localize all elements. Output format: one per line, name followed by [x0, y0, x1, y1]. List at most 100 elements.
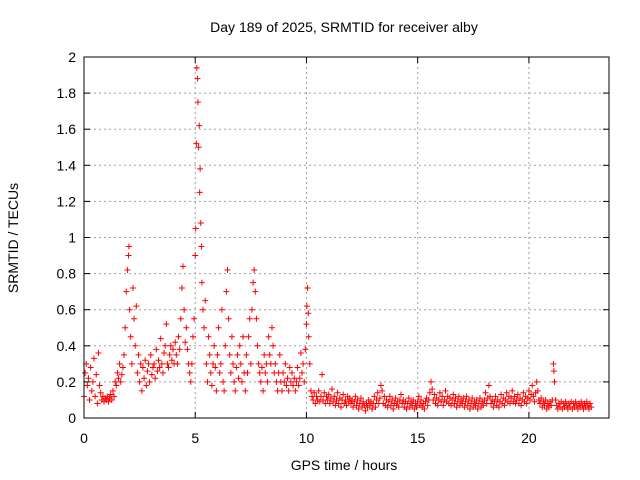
- data-point: [312, 400, 319, 407]
- data-point: [508, 395, 515, 402]
- data-point: [518, 402, 525, 409]
- data-point: [390, 405, 397, 412]
- data-point: [491, 398, 498, 405]
- data-point: [121, 351, 128, 358]
- data-point: [151, 360, 158, 367]
- data-point: [220, 378, 227, 385]
- data-point: [350, 404, 357, 411]
- data-point: [452, 395, 459, 402]
- data-point: [230, 360, 237, 367]
- data-point: [363, 400, 370, 407]
- data-point: [224, 266, 231, 273]
- data-point: [153, 346, 160, 353]
- data-point: [541, 402, 548, 409]
- data-point: [542, 396, 549, 403]
- data-point: [459, 400, 466, 407]
- data-point: [533, 378, 540, 385]
- data-point: [266, 351, 273, 358]
- data-point: [89, 378, 96, 385]
- data-point: [191, 315, 198, 322]
- data-point: [387, 402, 394, 409]
- data-point: [226, 351, 233, 358]
- y-tick-label: 0.8: [57, 266, 77, 282]
- data-point: [448, 402, 455, 409]
- data-point: [434, 402, 441, 409]
- data-point: [214, 351, 221, 358]
- data-point: [166, 351, 173, 358]
- data-point: [331, 393, 338, 400]
- data-point: [174, 360, 181, 367]
- data-points: [81, 64, 595, 414]
- data-point: [501, 402, 508, 409]
- data-point: [362, 407, 369, 414]
- data-point: [588, 404, 595, 411]
- data-point: [167, 342, 174, 349]
- data-point: [316, 398, 323, 405]
- data-point: [169, 346, 176, 353]
- data-point: [260, 387, 267, 394]
- data-point: [196, 122, 203, 129]
- data-point: [301, 378, 308, 385]
- data-point: [587, 400, 594, 407]
- data-point: [195, 144, 202, 151]
- data-point: [246, 315, 253, 322]
- data-point: [215, 324, 222, 331]
- data-point: [135, 351, 142, 358]
- data-point: [395, 404, 402, 411]
- data-point: [235, 375, 242, 382]
- data-point: [353, 402, 360, 409]
- data-point: [513, 396, 520, 403]
- data-point: [222, 342, 229, 349]
- data-point: [485, 382, 492, 389]
- data-point: [96, 382, 103, 389]
- data-point: [158, 360, 165, 367]
- data-point: [465, 396, 472, 403]
- data-point: [162, 342, 169, 349]
- data-point: [414, 398, 421, 405]
- data-point: [233, 364, 240, 371]
- data-point: [285, 387, 292, 394]
- data-point: [203, 360, 210, 367]
- data-point: [503, 389, 510, 396]
- data-point: [335, 400, 342, 407]
- data-point: [193, 64, 200, 71]
- data-point: [572, 398, 579, 405]
- data-point: [386, 393, 393, 400]
- data-point: [366, 402, 373, 409]
- data-point: [421, 405, 428, 412]
- data-point: [198, 279, 205, 286]
- data-point: [186, 369, 193, 376]
- data-point: [468, 400, 475, 407]
- data-point: [474, 405, 481, 412]
- data-point: [206, 351, 213, 358]
- data-point: [392, 395, 399, 402]
- data-point: [216, 369, 223, 376]
- data-point: [111, 393, 118, 400]
- data-point: [265, 333, 272, 340]
- data-point: [251, 266, 258, 273]
- data-point: [145, 360, 152, 367]
- data-point: [334, 389, 341, 396]
- data-point: [315, 387, 322, 394]
- data-point: [439, 393, 446, 400]
- data-point: [179, 263, 186, 270]
- data-point: [371, 393, 378, 400]
- data-point: [276, 351, 283, 358]
- data-point: [409, 402, 416, 409]
- data-point: [492, 393, 499, 400]
- data-point: [184, 346, 191, 353]
- data-point: [290, 382, 297, 389]
- data-point: [306, 360, 313, 367]
- data-point: [466, 405, 473, 412]
- data-point: [176, 346, 183, 353]
- data-point: [136, 378, 143, 385]
- data-point: [295, 382, 302, 389]
- data-point: [133, 303, 140, 310]
- data-point: [527, 396, 534, 403]
- data-point: [347, 400, 354, 407]
- data-point: [529, 382, 536, 389]
- data-point: [211, 342, 218, 349]
- data-point: [197, 220, 204, 227]
- data-point: [188, 360, 195, 367]
